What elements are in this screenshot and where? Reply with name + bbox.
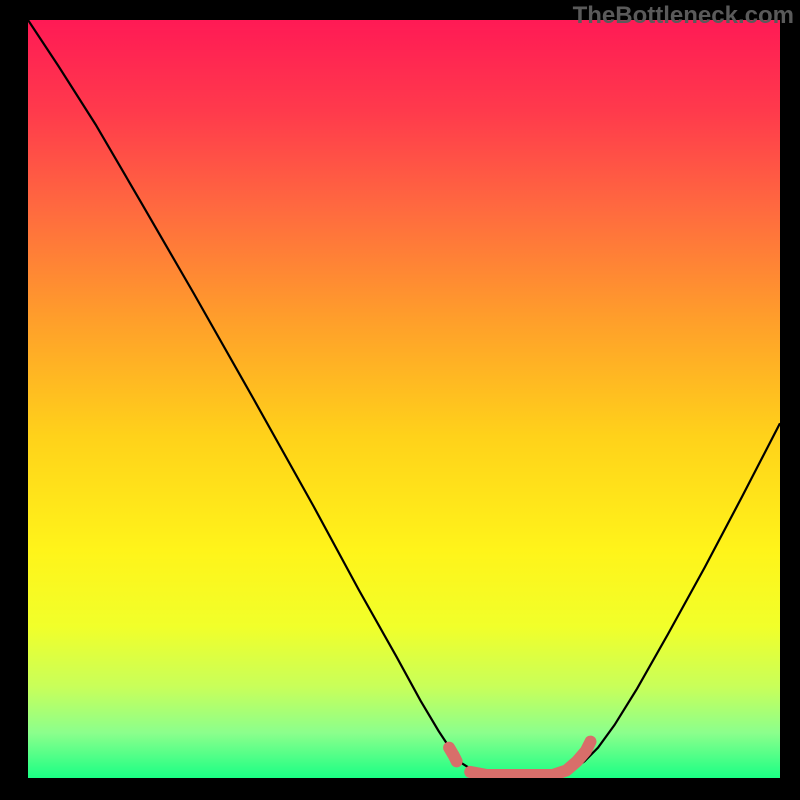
chart-container: TheBottleneck.com: [0, 0, 800, 800]
plot-area: [28, 20, 780, 778]
watermark-text: TheBottleneck.com: [573, 2, 794, 30]
gradient-background: [28, 20, 780, 778]
plot-svg: [28, 20, 780, 778]
